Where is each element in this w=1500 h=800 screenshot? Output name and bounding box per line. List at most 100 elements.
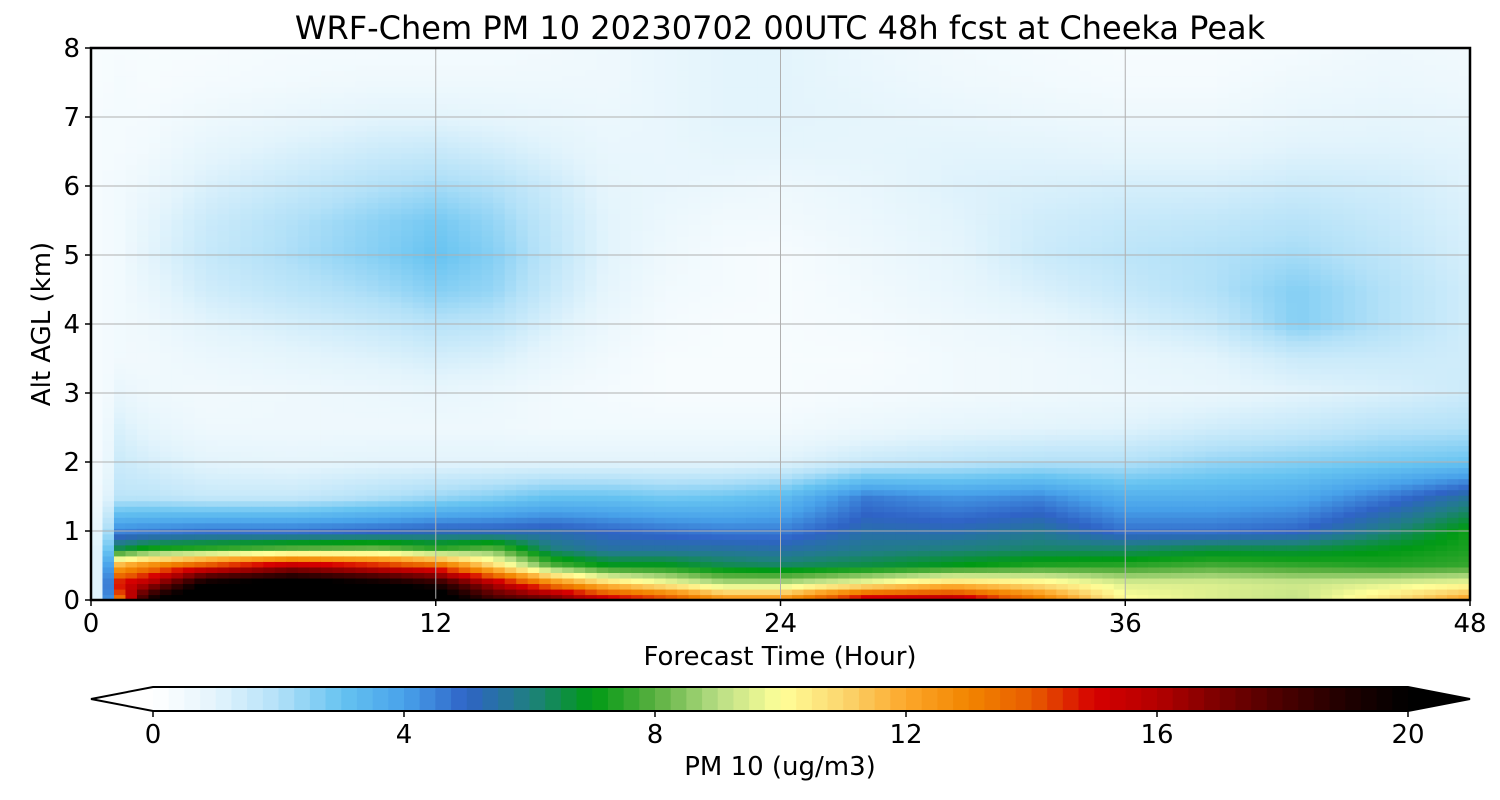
heat-cell — [240, 588, 253, 596]
heat-cell — [102, 428, 115, 435]
heat-cell — [102, 152, 115, 159]
heat-cell — [447, 312, 460, 320]
heat-cell — [573, 174, 586, 182]
heat-cell — [228, 268, 241, 275]
heat-cell — [412, 59, 425, 66]
heat-cell — [309, 318, 322, 325]
heat-cell — [286, 197, 299, 204]
heat-cell — [378, 152, 391, 159]
heat-cell — [539, 213, 552, 220]
heat-cell — [562, 108, 575, 115]
heat-cell — [619, 296, 632, 303]
heat-cell — [504, 246, 517, 253]
heat-cell — [527, 81, 540, 88]
heat-cell — [504, 70, 517, 77]
heat-cell — [159, 301, 173, 309]
heat-cell — [366, 75, 379, 82]
heat-cell — [470, 522, 483, 529]
heat-cell — [355, 263, 368, 270]
heat-cell — [148, 588, 161, 596]
heat-cell — [320, 577, 333, 585]
heat-cell — [631, 417, 644, 424]
heat-cell — [401, 64, 414, 71]
heat-cell — [274, 351, 287, 358]
heat-cell — [401, 191, 414, 198]
heat-cell — [171, 274, 184, 281]
heat-cell — [205, 522, 219, 529]
heat-cell — [113, 290, 127, 297]
heat-cell — [343, 296, 356, 303]
heat-cell — [148, 147, 161, 154]
heat-cell — [435, 263, 448, 270]
heat-cell — [516, 279, 529, 286]
heat-cell — [159, 456, 173, 463]
heat-cell — [516, 75, 529, 82]
heat-cell — [182, 500, 196, 507]
heat-cell — [401, 566, 414, 573]
heat-cell — [539, 224, 552, 231]
heat-cell — [516, 357, 529, 364]
heat-cell — [481, 136, 494, 143]
heat-cell — [159, 395, 173, 402]
heat-cell — [113, 495, 127, 502]
heat-cell — [412, 401, 425, 408]
heat-cell — [550, 384, 563, 391]
heat-cell — [240, 340, 253, 347]
heat-cell — [458, 373, 471, 380]
heat-cell — [447, 588, 460, 596]
heat-cell — [113, 257, 127, 264]
heat-cell — [274, 373, 287, 380]
heat-cell — [585, 130, 598, 137]
heat-cell — [435, 180, 448, 187]
heat-cell — [424, 246, 437, 253]
heat-cell — [113, 202, 127, 209]
heat-cell — [493, 594, 506, 600]
heat-cell — [228, 445, 241, 452]
heat-cell — [458, 555, 471, 562]
heat-cell — [562, 241, 575, 248]
heat-cell — [470, 511, 483, 518]
heat-cell — [389, 450, 402, 458]
heat-cell — [527, 577, 540, 585]
heat-cell — [458, 445, 471, 452]
heat-cell — [631, 318, 644, 325]
heat-cell — [297, 119, 310, 126]
heat-cell — [251, 555, 264, 562]
heat-cell — [447, 268, 460, 275]
heat-cell — [596, 86, 609, 93]
heat-cell — [631, 500, 644, 507]
heat-cell — [171, 594, 184, 600]
heat-cell — [608, 357, 621, 364]
chart-title: WRF-Chem PM 10 20230702 00UTC 48h fcst a… — [295, 9, 1266, 47]
heat-cell — [240, 572, 253, 579]
heat-cell — [102, 329, 115, 336]
heat-cell — [619, 268, 632, 275]
heat-cell — [263, 318, 276, 325]
heat-cell — [619, 340, 632, 347]
heat-cell — [125, 572, 138, 579]
heat-cell — [412, 81, 425, 88]
heat-cell — [389, 550, 402, 557]
heat-cell — [596, 307, 609, 314]
heat-cell — [401, 357, 414, 364]
heat-cell — [194, 450, 207, 458]
heat-cell — [240, 224, 253, 231]
heat-cell — [470, 412, 483, 419]
heat-cell — [550, 241, 563, 248]
heat-cell — [562, 158, 575, 165]
heat-cell — [159, 329, 173, 336]
heat-cell — [102, 484, 115, 491]
heat-cell — [251, 368, 264, 375]
heat-cell — [297, 285, 310, 292]
heat-cell — [585, 335, 598, 342]
heat-cell — [539, 439, 552, 447]
heat-cell — [297, 81, 310, 88]
heat-cell — [240, 439, 253, 447]
heat-cell — [91, 439, 104, 447]
heat-cell — [562, 307, 575, 314]
heat-cell — [343, 230, 356, 237]
heat-cell — [424, 539, 437, 546]
heat-cell — [550, 346, 563, 353]
heat-cell — [470, 406, 483, 413]
heat-cell — [125, 48, 138, 55]
